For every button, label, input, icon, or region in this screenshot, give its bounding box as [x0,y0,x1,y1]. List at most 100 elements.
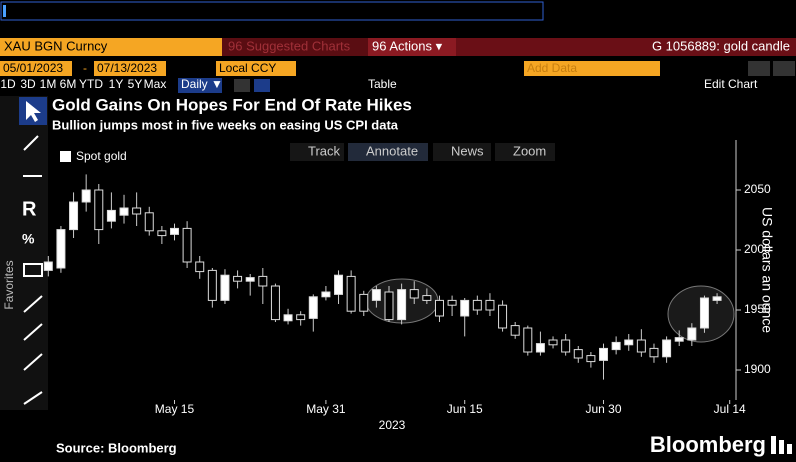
candle-down [384,291,394,321]
candle-down [233,275,243,282]
candle-up [169,227,179,235]
candle-down [636,339,646,353]
chart-type-icon[interactable] [234,79,250,92]
candle-up [674,337,684,342]
candle-down [409,289,419,299]
x-tick-label: Jun 30 [585,402,621,416]
security-box[interactable] [0,38,222,56]
command-line[interactable] [0,1,544,21]
add-data: Add Data [527,61,577,75]
toolbar [0,96,48,410]
candle-down [485,299,495,311]
period[interactable]: 6M [60,77,77,91]
redo[interactable] [773,61,795,76]
legend-swatch [60,151,71,162]
candle-up [699,297,709,329]
period[interactable]: 3D [20,77,36,91]
actions: 96 Actions ▾ [372,38,443,53]
period[interactable]: 1D [0,77,16,91]
period[interactable]: 1Y [109,77,124,91]
ticket: G 1056889: gold candle [652,38,790,53]
tool-label: Track [308,143,341,158]
start-box[interactable] [0,61,72,76]
cursor [3,5,6,17]
table[interactable]: Table [368,77,397,91]
candle-up [245,277,255,282]
tool-button[interactable] [290,143,344,161]
ticket-box [456,38,796,56]
candle-down [144,212,154,232]
candle-down [573,349,583,359]
candle-down [359,293,369,312]
tool-label: Annotate [366,143,418,158]
frequency-box[interactable] [178,78,222,93]
y-tick-label: 1950 [744,302,771,316]
candle-up [687,327,697,341]
candle-down [523,327,533,353]
tool-button[interactable] [433,143,491,161]
tool-button[interactable] [348,143,428,161]
candle-down [296,314,306,321]
candle-down [270,285,280,321]
candle-up [599,347,609,361]
candle-down [157,230,167,237]
chart-title: Gold Gains On Hopes For End Of Rate Hike… [52,95,412,114]
x-tick-label: May 31 [306,402,346,416]
candle-down [548,339,558,346]
candle-up [460,299,470,317]
channel-icon [23,323,43,341]
fib-icon [23,353,43,371]
brand-mark [771,436,776,454]
suggested: 96 Suggested Charts [228,38,351,53]
candle-up [662,339,672,358]
candle-down [561,339,571,353]
security: XAU BGN Curncy [4,38,108,53]
rect-icon [23,263,43,277]
ccy-box[interactable] [216,61,296,76]
candle-down [258,275,268,287]
candle-down [195,261,205,273]
end-box[interactable] [94,61,166,76]
candle-up [371,289,381,301]
pct-tool[interactable]: % [22,231,35,247]
period[interactable]: 1M [40,77,57,91]
suggested-box[interactable] [222,38,368,56]
tool-button[interactable] [495,143,555,161]
period[interactable]: Max [144,77,167,91]
end-date: 07/13/2023 [97,61,157,75]
actions-box[interactable] [368,38,456,56]
add-data-box[interactable] [524,61,660,76]
tool-label: News [451,143,484,158]
period[interactable]: YTD [79,77,103,91]
candle-down [586,355,596,363]
edit-chart[interactable]: Edit Chart [704,77,758,91]
candle-up [106,209,116,222]
candle-up [220,274,230,301]
favorites[interactable]: Favorites [2,260,16,309]
candle-up [308,296,318,319]
candle-up [69,201,79,231]
candle-up [283,314,293,322]
ccy: Local CCY [219,61,276,75]
candle-up [43,261,53,271]
text-tool[interactable]: R [22,198,37,220]
date-sep: - [83,61,87,75]
pen-icon [23,135,39,151]
x-tick-label: Jun 15 [447,402,483,416]
candle-down [422,295,432,301]
period[interactable]: 5Y [128,77,143,91]
candle-down [207,269,217,301]
x-tick-label: Jul 14 [714,402,746,416]
candle-down [447,299,457,306]
brand-mark [787,444,792,454]
candle-up [611,341,621,351]
compare-icon[interactable] [254,79,270,92]
candle-down [182,227,192,263]
undo[interactable] [748,61,770,76]
candle-down [498,304,508,329]
tool-label: Zoom [513,143,546,158]
x-axis-label: 2023 [379,418,406,432]
candle-down [472,299,482,311]
candle-up [56,229,66,269]
candle-down [94,189,104,231]
